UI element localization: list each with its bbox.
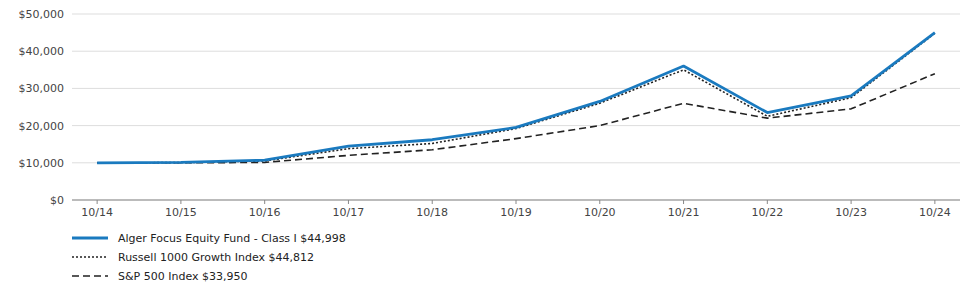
legend-label: Alger Focus Equity Fund - Class I $44,99… [118,232,346,245]
y-tick-label: $30,000 [19,82,65,95]
x-tick-label: 10/19 [500,206,532,219]
x-tick [180,200,181,204]
legend-swatch [72,275,108,277]
plot-lines [97,33,935,163]
x-tick-label: 10/24 [919,206,951,219]
x-tick-label: 10/14 [81,206,113,219]
chart: $0 $10,000 $20,000 $30,000 $40,000 $50,000 10/… [0,0,975,304]
x-tick [516,200,517,204]
series-line [97,74,935,163]
x-tick-label: 10/18 [416,206,448,219]
x-tick-label: 10/17 [333,206,365,219]
grid-line [72,51,960,52]
legend-swatch [72,256,108,258]
series-line [97,33,935,163]
x-tick-label: 10/16 [249,206,281,219]
x-tick-label: 10/23 [835,206,867,219]
x-tick [432,200,433,204]
y-tick-label: $0 [50,194,64,207]
x-tick-label: 10/15 [165,206,197,219]
series-line [97,33,935,163]
x-tick [264,200,265,204]
x-tick [348,200,349,204]
x-tick [599,200,600,204]
y-tick-label: $10,000 [19,157,65,170]
legend-swatch [72,237,108,240]
legend: Alger Focus Equity Fund - Class I $44,99… [72,232,346,283]
x-tick [851,200,852,204]
x-tick [934,200,935,204]
y-tick-label: $50,000 [19,8,65,21]
x-tick-label: 10/21 [668,206,700,219]
x-tick [97,200,98,204]
x-tick [683,200,684,204]
grid-line [72,14,960,15]
x-tick-label: 10/20 [584,206,616,219]
legend-label: Russell 1000 Growth Index $44,812 [118,251,314,264]
y-tick-label: $40,000 [19,45,65,58]
grid-line [72,125,960,126]
legend-label: S&P 500 Index $33,950 [118,270,247,283]
grid-line [72,88,960,89]
x-tick [767,200,768,204]
y-tick-label: $20,000 [19,120,65,133]
x-tick-label: 10/22 [751,206,783,219]
